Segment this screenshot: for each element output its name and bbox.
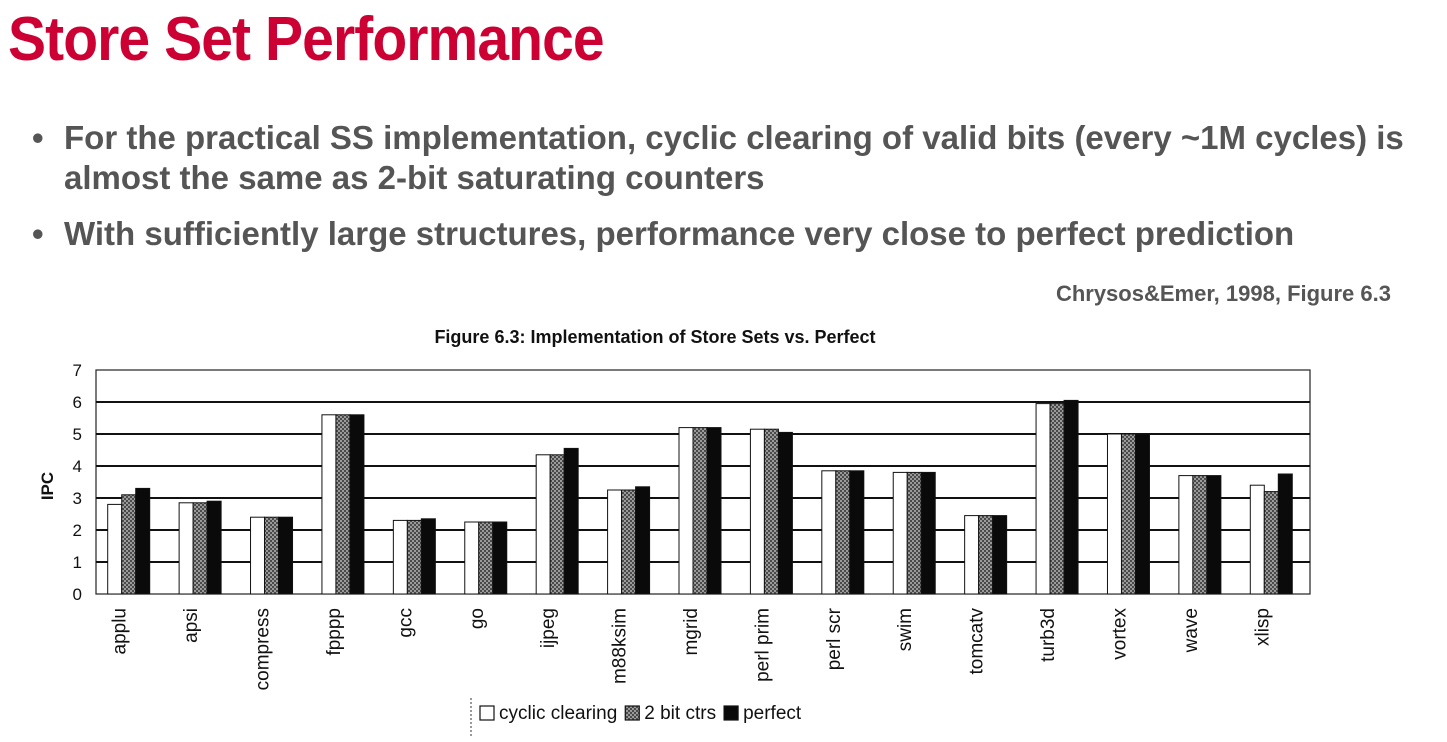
bar-2-bit-ctrs-ijpeg xyxy=(549,454,565,595)
x-tick-label: ijpeg xyxy=(538,608,559,648)
bar-perfect-wave xyxy=(1206,475,1222,595)
bar-perfect-go xyxy=(492,521,508,595)
bullet-text: With sufficiently large structures, perf… xyxy=(64,215,1295,252)
x-tick-label: gcc xyxy=(395,608,416,638)
bar-2-bit-ctrs-xlisp xyxy=(1263,491,1279,595)
bar-perfect-compress xyxy=(278,516,294,595)
bar-perfect-swim xyxy=(920,471,936,595)
bar-2-bit-ctrs-fpppp xyxy=(335,414,351,595)
bar-cyclic-clearing-wave xyxy=(1178,475,1194,595)
bullet-dot-icon: • xyxy=(32,215,44,252)
x-tick-label: vortex xyxy=(1109,608,1130,660)
bar-perfect-mgrid xyxy=(706,427,722,595)
y-tick-label: 5 xyxy=(73,425,82,444)
x-tick-label: xlisp xyxy=(1252,608,1273,646)
bar-cyclic-clearing-go xyxy=(464,521,480,595)
bar-perfect-gcc xyxy=(420,518,436,595)
bar-cyclic-clearing-perl-prim xyxy=(749,428,765,595)
bar-perfect-applu xyxy=(135,487,151,595)
legend-swatch xyxy=(624,705,640,721)
bar-perfect-tomcatv xyxy=(992,515,1008,595)
bar-2-bit-ctrs-go xyxy=(478,521,494,595)
bar-2-bit-ctrs-swim xyxy=(906,471,922,595)
bar-cyclic-clearing-compress xyxy=(250,516,266,595)
y-axis-label: IPC xyxy=(38,472,57,500)
bar-perfect-vortex xyxy=(1134,433,1150,595)
bar-2-bit-ctrs-mgrid xyxy=(692,427,708,595)
bar-cyclic-clearing-perl-scr xyxy=(821,470,837,595)
bar-2-bit-ctrs-vortex xyxy=(1120,433,1136,595)
bar-cyclic-clearing-apsi xyxy=(178,502,194,595)
bar-2-bit-ctrs-apsi xyxy=(192,502,208,595)
bullet-item: • With sufficiently large structures, per… xyxy=(30,214,1430,254)
bar-cyclic-clearing-swim xyxy=(892,471,908,595)
citation: Chrysos&Emer, 1998, Figure 6.3 xyxy=(1055,281,1391,306)
bar-cyclic-clearing-xlisp xyxy=(1249,484,1265,595)
bar-perfect-ijpeg xyxy=(563,447,579,595)
x-tick-label: go xyxy=(467,608,488,629)
bar-perfect-turb3d xyxy=(1063,399,1079,595)
chart-title: Figure 6.3: Implementation of Store Sets… xyxy=(434,327,875,347)
y-tick-label: 4 xyxy=(73,457,82,476)
bar-perfect-perl-prim xyxy=(777,431,793,595)
slide-title: Store Set Performance xyxy=(8,5,605,74)
y-tick-label: 3 xyxy=(73,489,82,508)
legend-label: 2 bit ctrs xyxy=(644,703,716,724)
bar-perfect-xlisp xyxy=(1277,473,1293,595)
y-tick-label: 2 xyxy=(73,521,82,540)
x-tick-label: perl scr xyxy=(824,607,845,670)
bullet-item: • For the practical SS implementation, cy… xyxy=(30,118,1430,198)
bar-2-bit-ctrs-turb3d xyxy=(1049,403,1065,595)
legend-label: cyclic clearing xyxy=(499,703,617,724)
bar-cyclic-clearing-applu xyxy=(107,503,123,595)
x-tick-label: m88ksim xyxy=(610,608,631,684)
y-tick-label: 6 xyxy=(73,393,82,412)
bar-perfect-apsi xyxy=(206,500,222,595)
y-tick-label: 0 xyxy=(73,585,82,604)
bullet-dot-icon: • xyxy=(32,119,44,156)
bar-2-bit-ctrs-m88ksim xyxy=(621,489,637,595)
bar-2-bit-ctrs-compress xyxy=(264,516,280,595)
bar-2-bit-ctrs-perl-scr xyxy=(835,470,851,595)
y-tick-label: 7 xyxy=(73,361,82,380)
bar-cyclic-clearing-turb3d xyxy=(1035,403,1051,595)
chart-legend: cyclic clearing 2 bit ctrs perfect xyxy=(470,698,802,738)
bar-2-bit-ctrs-tomcatv xyxy=(978,515,994,595)
x-tick-label: wave xyxy=(1181,608,1202,653)
bar-2-bit-ctrs-wave xyxy=(1192,475,1208,595)
bullet-list: • For the practical SS implementation, cy… xyxy=(30,118,1430,270)
bar-perfect-fpppp xyxy=(349,414,365,595)
x-tick-label: tomcatv xyxy=(967,608,988,675)
x-tick-label: swim xyxy=(895,608,916,651)
bar-cyclic-clearing-gcc xyxy=(392,519,408,595)
x-tick-label: turb3d xyxy=(1038,608,1059,662)
bar-cyclic-clearing-tomcatv xyxy=(964,515,980,595)
bar-2-bit-ctrs-applu xyxy=(121,494,137,595)
bar-cyclic-clearing-m88ksim xyxy=(607,489,623,595)
bar-perfect-perl-scr xyxy=(849,470,865,595)
x-tick-label: fpppp xyxy=(324,608,345,656)
bar-cyclic-clearing-fpppp xyxy=(321,414,337,595)
bullet-text: For the practical SS implementation, cyc… xyxy=(64,119,1404,196)
bar-perfect-m88ksim xyxy=(635,486,651,595)
bar-2-bit-ctrs-perl-prim xyxy=(763,428,779,595)
y-tick-label: 1 xyxy=(73,553,82,572)
ipc-bar-chart: Figure 6.3: Implementation of Store Sets… xyxy=(38,327,1311,738)
legend-label: perfect xyxy=(743,703,802,724)
bar-cyclic-clearing-mgrid xyxy=(678,427,694,595)
legend-swatch xyxy=(723,705,739,721)
bar-2-bit-ctrs-gcc xyxy=(406,519,422,595)
x-tick-label: apsi xyxy=(181,608,202,643)
x-tick-label: compress xyxy=(253,608,274,690)
x-tick-label: perl prim xyxy=(752,608,773,682)
bar-cyclic-clearing-vortex xyxy=(1106,433,1122,595)
x-tick-label: applu xyxy=(110,608,131,655)
x-tick-label: mgrid xyxy=(681,608,702,656)
legend-swatch xyxy=(479,705,495,721)
bar-cyclic-clearing-ijpeg xyxy=(535,454,551,595)
